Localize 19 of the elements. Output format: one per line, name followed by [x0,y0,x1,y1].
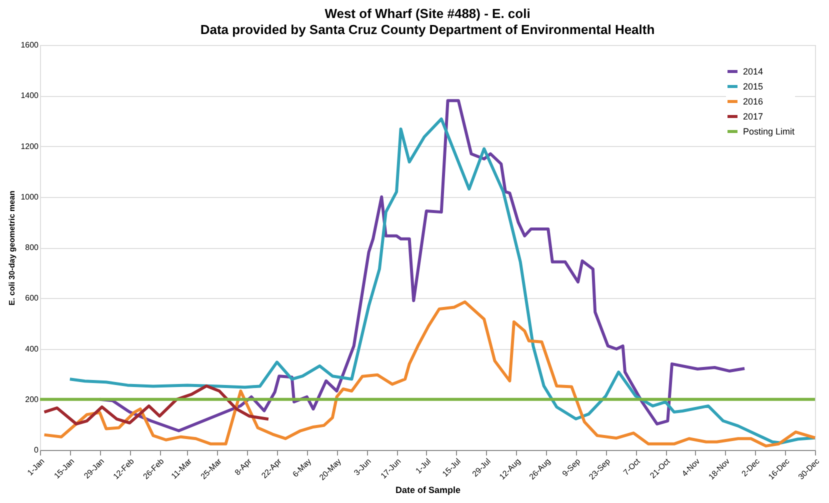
line-series [42,384,270,426]
y-tick-label: 1000 [20,192,40,202]
y-tick-label: 0 [34,446,40,454]
y-tick-label: 1600 [20,40,40,50]
x-axis-title: Date of Sample [395,485,461,496]
legend-label: 2014 [743,66,764,76]
legend-label: 2015 [743,82,764,92]
legend-label: Posting Limit [743,126,796,136]
chart-subtitle: Data provided by Santa Cruz County Department of Environmental Health [200,22,655,37]
y-axis-title: E. coli 30-day geometric mean [8,190,17,306]
y-tick-label: 1200 [20,142,40,151]
legend-label: 2016 [743,96,764,106]
y-tick-label: 200 [25,394,40,404]
y-tick-label: 400 [25,344,40,354]
y-tick-label: 1400 [20,91,40,100]
y-tick-label: 800 [25,243,40,252]
chart-title: West of Wharf (Site #488) - E. coli [324,6,530,21]
y-tick-label: 600 [25,294,40,303]
legend-label: 2017 [743,112,764,122]
